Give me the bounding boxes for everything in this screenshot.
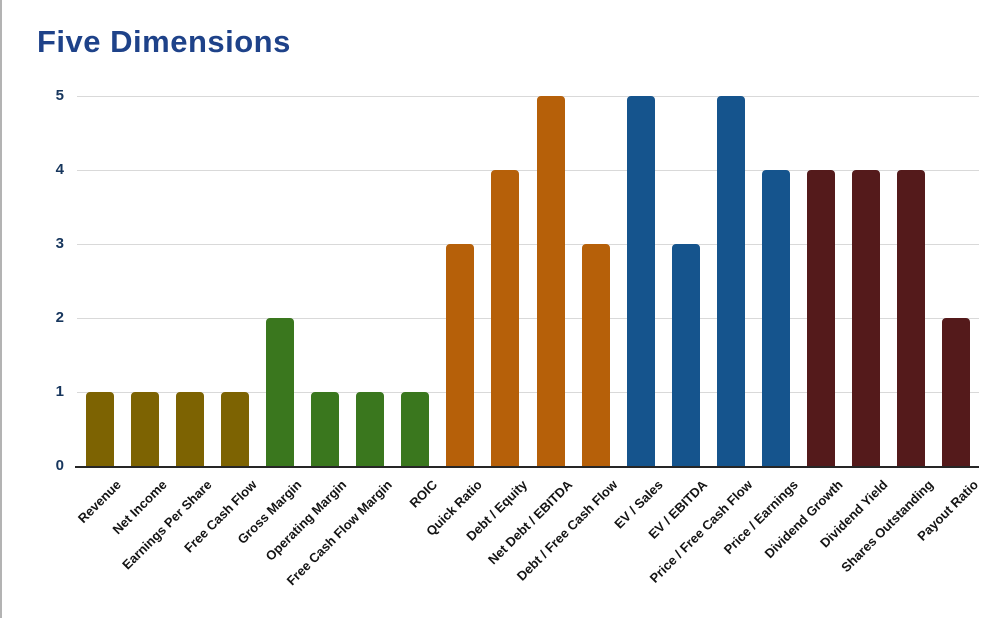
y-axis-tick-3: 3	[55, 235, 64, 252]
bar-dividend-yield	[852, 170, 881, 466]
bar-ev-sales	[626, 96, 655, 466]
page-title: Five Dimensions	[37, 24, 291, 59]
bar-debt-equity	[491, 170, 520, 466]
bar-ev-ebitda	[671, 244, 700, 466]
bar-payout-ratio	[942, 318, 971, 466]
bar-gross-margin	[265, 318, 294, 466]
bar-free-cash-flow	[220, 392, 249, 466]
y-axis-tick-1: 1	[55, 383, 64, 400]
bar-price-earnings	[762, 170, 791, 466]
bar-dividend-growth	[807, 170, 836, 466]
bar-earnings-per-share	[175, 392, 204, 466]
gridline-y2	[77, 318, 979, 319]
bar-roic	[401, 392, 430, 466]
x-axis-label-dividend-growth: Dividend Growth	[761, 477, 846, 562]
bar-net-debt-ebitda	[536, 96, 565, 466]
x-axis-label-net-debt-ebitda: Net Debt / EBITDA	[484, 477, 576, 568]
bar-shares-outstanding	[897, 170, 926, 466]
bar-free-cash-flow-margin	[356, 392, 385, 466]
bar-revenue	[85, 392, 114, 466]
gridline-y4	[77, 170, 979, 171]
gridline-y3	[77, 244, 979, 245]
bar-price-free-cash-flow	[716, 96, 745, 466]
x-axis-label-operating-margin: Operating Margin	[262, 477, 350, 564]
y-axis-tick-5: 5	[55, 87, 64, 104]
y-axis-tick-4: 4	[55, 161, 64, 178]
gridline-y1	[77, 392, 979, 393]
gridline-y5	[77, 96, 979, 97]
y-axis-tick-0: 0	[55, 457, 64, 474]
y-axis-tick-2: 2	[55, 309, 64, 326]
bar-debt-free-cash-flow	[581, 244, 610, 466]
x-axis-label-roic: ROIC	[406, 477, 440, 511]
bar-operating-margin	[311, 392, 340, 466]
bar-net-income	[130, 392, 159, 466]
bar-quick-ratio	[446, 244, 475, 466]
x-axis-line	[75, 466, 979, 468]
